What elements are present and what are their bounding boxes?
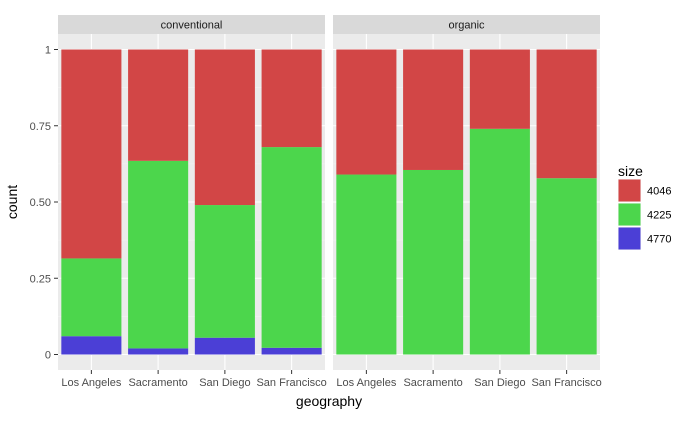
bar-segment-4046-san-diego xyxy=(194,49,255,206)
y-axis-title: count xyxy=(4,185,20,219)
facet-panel-conventional: conventional Los Angeles Sacramento San Die… xyxy=(58,15,327,389)
facet-strip-label: conventional xyxy=(161,20,223,32)
y-tick-label: 0.50 xyxy=(30,197,51,209)
y-tick-label: 0.75 xyxy=(30,121,51,133)
facet-strip xyxy=(58,15,325,34)
bar-segment-4046-los-angeles xyxy=(61,49,122,259)
x-tick-label: Los Angeles xyxy=(61,377,121,389)
legend-label-4770: 4770 xyxy=(647,234,671,246)
facet-strip xyxy=(333,15,600,34)
y-tick-label: 0.25 xyxy=(30,273,51,285)
bar-segment-4046-san-diego xyxy=(469,49,530,129)
facet-panels: conventional Los Angeles Sacramento San Die… xyxy=(58,15,602,389)
x-tick-label: San Diego xyxy=(474,377,525,389)
x-tick-label: San Diego xyxy=(199,377,250,389)
bar-segment-4225-sacramento xyxy=(403,169,464,355)
x-tick-label: Sacramento xyxy=(128,377,187,389)
y-tick-label: 1 xyxy=(45,45,51,57)
legend-swatch-4225 xyxy=(618,203,641,226)
bar-segment-4225-san-francisco xyxy=(261,147,322,348)
bar-segment-4225-san-diego xyxy=(194,205,255,338)
x-tick-label: San Francisco xyxy=(256,377,326,389)
bar-segment-4046-sacramento xyxy=(128,49,189,161)
bar-segment-4770-san-diego xyxy=(194,337,255,355)
bar-segment-4770-sacramento xyxy=(128,348,189,355)
bar-segment-4770-san-francisco xyxy=(261,347,322,355)
bar-segment-4225-san-diego xyxy=(469,128,530,355)
bar-segment-4046-san-francisco xyxy=(261,49,322,148)
y-axis: 0 0.25 0.50 0.75 1 xyxy=(30,45,58,362)
bar-segment-4225-los-angeles xyxy=(61,258,122,337)
facet-strip-label: organic xyxy=(448,20,485,32)
bar-segment-4046-sacramento xyxy=(403,49,464,170)
bar-segment-4225-sacramento xyxy=(128,160,189,349)
legend-label-4046: 4046 xyxy=(647,186,671,198)
y-tick-label: 0 xyxy=(45,350,51,362)
legend-title: size xyxy=(618,163,643,179)
x-axis-title: geography xyxy=(296,393,362,409)
facet-panel-organic: organic Los Angeles Sacramento San Diego San… xyxy=(333,15,602,389)
legend: size 4046 4225 4770 xyxy=(618,163,671,250)
legend-label-4225: 4225 xyxy=(647,210,671,222)
x-tick-label: Los Angeles xyxy=(336,377,396,389)
legend-swatch-4046 xyxy=(618,179,641,202)
x-tick-label: Sacramento xyxy=(403,377,462,389)
bar-segment-4046-los-angeles xyxy=(336,49,397,175)
legend-swatch-4770 xyxy=(618,227,641,250)
bar-segment-4225-san-francisco xyxy=(536,178,597,355)
bar-segment-4046-san-francisco xyxy=(536,49,597,179)
bar-segment-4770-los-angeles xyxy=(61,336,122,355)
bar-segment-4225-los-angeles xyxy=(336,174,397,355)
x-tick-label: San Francisco xyxy=(531,377,601,389)
